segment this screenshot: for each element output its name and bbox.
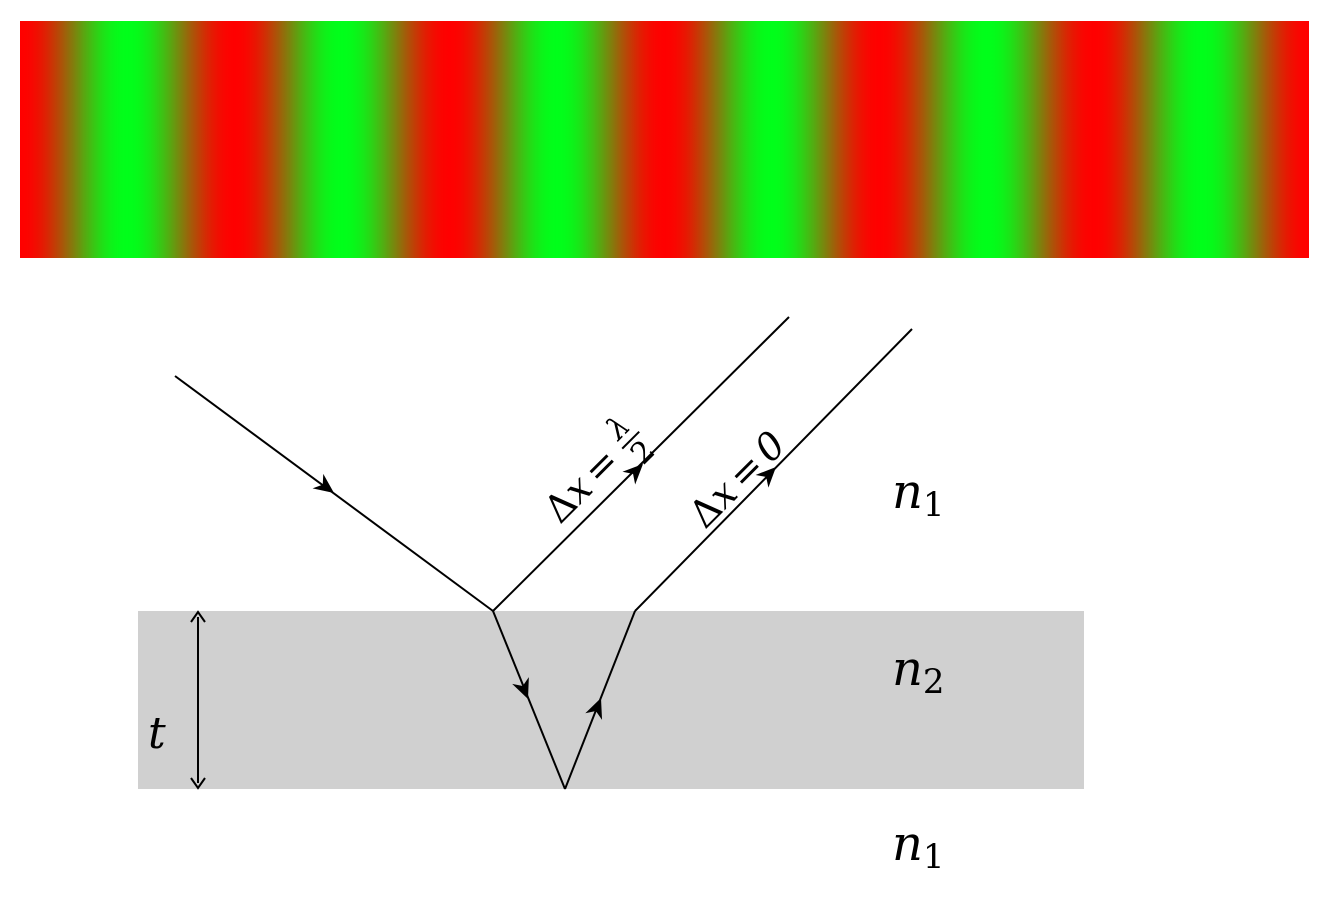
- bottom-medium-index-label: n1: [892, 816, 945, 877]
- refracted-ray-down: [492, 610, 566, 790]
- path-difference-label-half-wavelength: Δx= λ 2: [535, 409, 662, 532]
- second-reflected-ray-arrow-icon: [755, 467, 776, 488]
- incident-ray: [174, 375, 494, 612]
- svg-text:Δx=0: Δx=0: [680, 423, 794, 537]
- path-difference-label-zero: Δx=0: [680, 423, 794, 537]
- film-index-label: n2: [892, 641, 945, 702]
- thickness-label: t: [148, 708, 166, 759]
- thin-film-layer: [138, 611, 1084, 789]
- refracted-ray-up-arrow-icon: [585, 698, 603, 720]
- interference-fringe-strip: [20, 21, 1309, 258]
- fraction-bar: [621, 430, 640, 450]
- top-medium-index-label: n1: [892, 464, 945, 525]
- svg-text:Δx=: Δx=: [535, 439, 627, 531]
- first-reflected-ray-arrow-icon: [622, 464, 643, 485]
- thickness-dimension-arrow: [190, 610, 206, 790]
- incident-ray-arrow-icon: [312, 473, 334, 493]
- refracted-ray-down-arrow-icon: [512, 677, 529, 699]
- first-reflected-ray: [492, 316, 790, 612]
